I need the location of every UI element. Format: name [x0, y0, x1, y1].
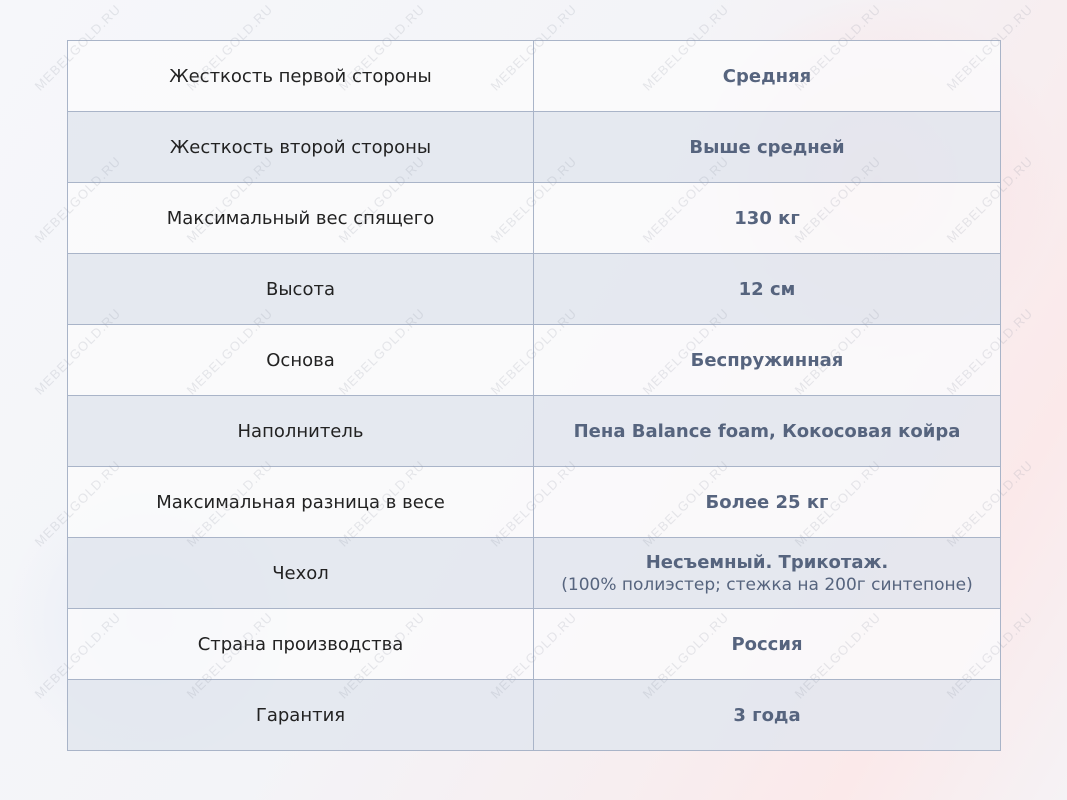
spec-value-text: Несъемный. Трикотаж. [645, 551, 889, 573]
table-row: Высота 12 см [67, 253, 1001, 325]
spec-label: Максимальная разница в весе [67, 466, 534, 538]
spec-label: Гарантия [67, 679, 534, 751]
spec-value-text: 130 кг [734, 207, 800, 229]
spec-value: 12 см [533, 253, 1001, 325]
table-row: Страна производства Россия [67, 608, 1001, 680]
table-row: Гарантия 3 года [67, 679, 1001, 751]
spec-value: 3 года [533, 679, 1001, 751]
spec-value: Средняя [533, 40, 1001, 112]
spec-value: Выше средней [533, 111, 1001, 183]
table-row: Максимальная разница в весе Более 25 кг [67, 466, 1001, 538]
spec-label: Наполнитель [67, 395, 534, 467]
spec-value-text: Средняя [722, 65, 812, 87]
spec-value-text: Россия [731, 633, 803, 655]
table-row: Чехол Несъемный. Трикотаж. (100% полиэстер… [67, 537, 1001, 609]
spec-value-text: Пена Balance foam, Кокосовая койра [573, 420, 961, 442]
spec-value: 130 кг [533, 182, 1001, 254]
table-row: Максимальный вес спящего 130 кг [67, 182, 1001, 254]
table-row: Жесткость второй стороны Выше средней [67, 111, 1001, 183]
spec-value: Россия [533, 608, 1001, 680]
spec-label: Основа [67, 324, 534, 396]
spec-label: Максимальный вес спящего [67, 182, 534, 254]
spec-value: Более 25 кг [533, 466, 1001, 538]
spec-value-text: 12 см [738, 278, 796, 300]
spec-label: Страна производства [67, 608, 534, 680]
table-row: Наполнитель Пена Balance foam, Кокосовая … [67, 395, 1001, 467]
spec-label: Жесткость первой стороны [67, 40, 534, 112]
spec-label: Высота [67, 253, 534, 325]
table-row: Жесткость первой стороны Средняя [67, 40, 1001, 112]
spec-value: Несъемный. Трикотаж. (100% полиэстер; сте… [533, 537, 1001, 609]
spec-value: Пена Balance foam, Кокосовая койра [533, 395, 1001, 467]
spec-value-note: (100% полиэстер; стежка на 200г синтепон… [561, 574, 973, 595]
spec-value-text: Более 25 кг [705, 491, 829, 513]
specs-table: Жесткость первой стороны Средняя Жесткость… [67, 40, 1001, 751]
spec-value: Беспружинная [533, 324, 1001, 396]
spec-value-text: Выше средней [689, 136, 845, 158]
spec-label: Чехол [67, 537, 534, 609]
spec-value-text: 3 года [733, 704, 801, 726]
spec-value-text: Беспружинная [690, 349, 844, 371]
table-row: Основа Беспружинная [67, 324, 1001, 396]
spec-label: Жесткость второй стороны [67, 111, 534, 183]
